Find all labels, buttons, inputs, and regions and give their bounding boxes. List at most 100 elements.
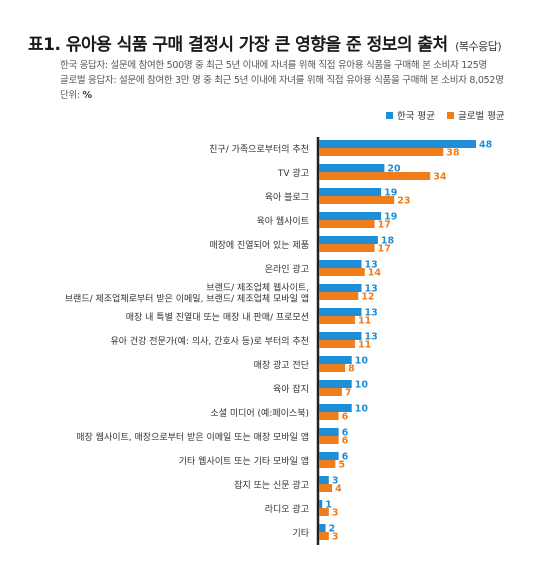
data-label-korea: 6 [342,428,349,439]
legend-label-global: 글로벌 평균 [457,111,505,122]
bar-korea [319,188,382,196]
data-label-korea: 18 [381,236,395,247]
bar-global [319,388,342,396]
chart-title-text: 표1. 유아용 식품 구매 결정시 가장 큰 영향을 준 정보의 출처 [28,35,448,55]
data-label-korea: 6 [342,452,349,463]
data-label-global: 7 [345,388,352,399]
chart-notes: 한국 응답자: 설문에 참여한 500명 중 최근 5년 이내에 자녀를 위해 … [60,58,504,103]
data-label-korea: 1 [325,500,332,511]
chart-title-qualifier: (복수응답) [455,40,502,53]
data-label-global: 8 [348,364,355,375]
legend-label-korea: 한국 평균 [397,111,435,122]
data-label-korea: 10 [355,356,369,367]
data-label-korea: 10 [355,404,369,415]
data-label-global: 23 [397,196,410,207]
data-label-korea: 13 [365,308,378,319]
note-global: 글로벌 응답자: 설문에 참여한 3만 명 중 최근 5년 이내에 자녀를 위해… [60,75,504,86]
bar-global [319,148,444,156]
bar-korea [319,404,352,412]
category-label: 소셜 미디어 (예:페이스북) [210,408,309,419]
legend-item-korea: 한국 평균 [386,108,435,122]
category-label: 잡지 또는 신문 광고 [234,479,309,491]
bar-global [319,460,336,468]
data-label-korea: 13 [365,332,378,343]
bar-korea [319,236,378,244]
category-label: 친구/ 가족으로부터의 추천 [209,144,309,155]
category-label: 기타 [292,528,309,539]
data-label-korea: 13 [365,284,378,295]
bar-korea [319,164,385,172]
category-label: 육아 웹사이트 [256,216,309,227]
bar-global [319,316,355,324]
category-label: 유아 건강 전문가(예: 의사, 간호사 등)로 부터의 추천 [110,336,309,347]
category-label: 브랜드/ 제조업체로부터 받은 이메일, 브랜드/ 제조업체 모바일 앱 [65,293,309,305]
data-label-global: 11 [358,316,371,327]
note-unit: 단위: % [60,88,504,103]
bar-korea [319,212,382,220]
category-label: 육아 블로그 [265,192,309,203]
bar-global [319,244,375,252]
category-label: 매장 내 특별 진열대 또는 매장 내 판매/ 프로모션 [126,312,309,323]
unit-value: % [82,90,93,101]
bar-global [319,364,346,372]
bar-korea [319,284,362,292]
category-label: 브랜드/ 제조업체 웹사이트, [206,283,309,294]
bar-global [319,436,339,444]
bar-korea [319,356,352,364]
bar-korea [319,332,362,340]
bar-korea [319,308,362,316]
bar-global [319,196,395,204]
data-label-global: 17 [378,220,391,231]
data-label-korea: 13 [365,260,378,271]
legend-item-global: 글로벌 평균 [446,108,505,122]
bar-global [319,220,375,228]
data-label-global: 38 [446,148,460,159]
bar-korea [319,500,323,508]
data-label-global: 5 [338,460,345,471]
unit-label: 단위: [60,90,80,101]
bar-global [319,484,333,492]
bar-global [319,292,359,300]
data-label-global: 3 [332,532,339,543]
chart-legend: 한국 평균 글로벌 평균 [386,108,517,122]
data-label-korea: 19 [384,188,397,199]
data-label-korea: 10 [355,380,369,391]
bar-korea [319,380,352,388]
bar-korea [319,140,476,148]
bar-global [319,268,365,276]
category-label: 온라인 광고 [265,263,309,275]
bar-global [319,412,339,420]
bar-global [319,508,329,516]
category-label: 매장에 진열되어 있는 제품 [209,239,309,251]
bar-global [319,172,431,180]
bar-global [319,532,329,540]
category-label: TV 광고 [277,167,309,179]
data-label-global: 6 [342,436,349,447]
data-label-korea: 3 [332,476,339,487]
data-label-global: 17 [378,244,391,255]
data-label-global: 11 [358,340,371,351]
category-label: 라디오 광고 [265,503,309,515]
data-label-global: 6 [342,412,349,423]
category-label: 육아 잡지 [273,383,309,395]
data-label-korea: 20 [387,164,401,175]
note-korea: 한국 응답자: 설문에 참여한 500명 중 최근 5년 이내에 자녀를 위해 … [60,60,487,71]
bar-korea [319,452,339,460]
data-label-korea: 48 [479,140,493,151]
bar-global [319,340,355,348]
bar-korea [319,476,329,484]
data-label-global: 12 [361,292,374,303]
legend-swatch-korea [386,111,393,119]
legend-swatch-global [446,111,454,119]
data-label-global: 4 [335,484,342,495]
data-label-global: 14 [368,268,382,279]
category-label: 매장 웹사이트, 매장으로부터 받은 이메일 또는 매장 모바일 앱 [76,431,309,443]
data-label-global: 34 [433,172,447,183]
category-label: 기타 웹사이트 또는 기타 모바일 앱 [179,455,309,467]
bar-korea [319,260,362,268]
data-label-korea: 2 [329,524,336,535]
data-label-korea: 19 [384,212,397,223]
bar-korea [319,524,326,532]
category-label: 매장 광고 전단 [254,359,309,371]
